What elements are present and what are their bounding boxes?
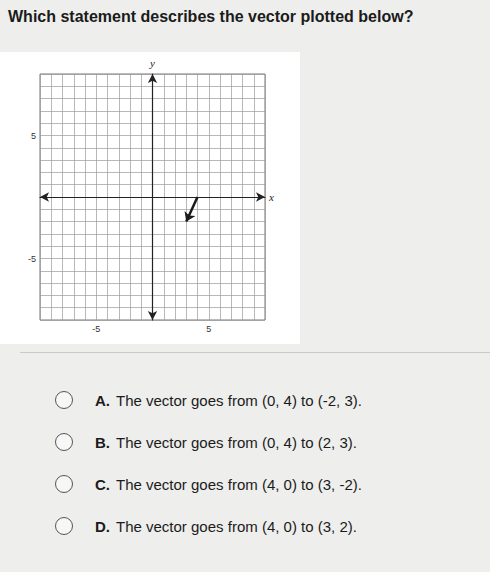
- html-text:B. The vector goes from (0, 4): B. The vector goes from (0, 4) to (2, 3)…: [95, 433, 357, 451]
- html-text:D. The vector goes from (4, 0): D. The vector goes from (4, 0) to (3, 2)…: [95, 517, 357, 535]
- html-text:C. The vector goes from (4, 0): C. The vector goes from (4, 0) to (3, -2…: [95, 475, 362, 493]
- svg-text:5: 5: [206, 324, 211, 334]
- svg-text:5: 5: [31, 131, 36, 141]
- svg-text:-5: -5: [92, 324, 100, 334]
- html-text:Which statement describes the: Which statement describes the vector plo…: [8, 8, 414, 25]
- svg-text:y: y: [149, 57, 155, 69]
- html-text:A. The vector goes from (0, 4): A. The vector goes from (0, 4) to (-2, 3…: [95, 391, 362, 409]
- svg-text:-5: -5: [28, 254, 36, 264]
- svg-text:x: x: [268, 191, 274, 203]
